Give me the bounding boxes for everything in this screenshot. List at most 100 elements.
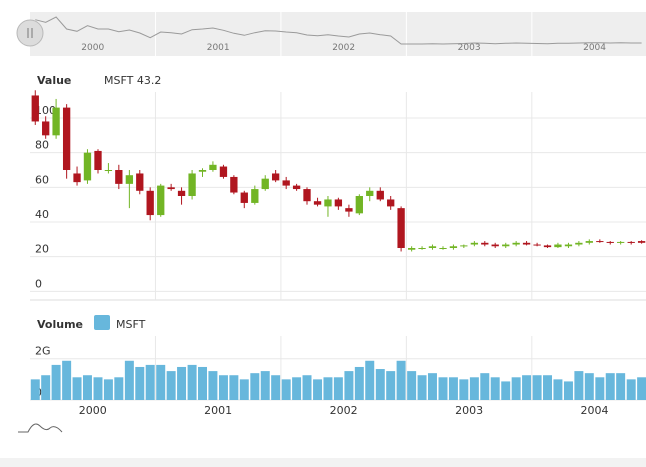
candle-body xyxy=(627,241,635,243)
candle-body xyxy=(334,199,343,207)
candle-body xyxy=(31,95,39,122)
volume-bar xyxy=(448,377,458,400)
volume-bar xyxy=(166,371,176,400)
volume-bar xyxy=(292,377,302,400)
candle-body xyxy=(167,187,175,190)
candle-body xyxy=(313,201,322,205)
footer xyxy=(0,458,646,467)
candle-body xyxy=(512,242,520,245)
volume-bar xyxy=(354,366,364,400)
navigator-label: 2002 xyxy=(332,43,355,53)
candle-body xyxy=(52,107,60,136)
navigator: 2000 2001 2002 2003 2004 xyxy=(35,12,642,56)
navigator-label: 2001 xyxy=(207,43,230,53)
volume-bar xyxy=(93,377,103,400)
candle-body xyxy=(94,150,102,170)
y-tick-label: 60 xyxy=(35,173,49,186)
volume-bar xyxy=(469,377,479,400)
candle-body xyxy=(376,190,384,200)
volume-bar xyxy=(563,381,573,400)
y-tick-label: 0 xyxy=(35,277,42,290)
x-tick-label: 2003 xyxy=(455,404,483,417)
volume-bar xyxy=(208,371,218,400)
x-tick-label: 2002 xyxy=(330,404,358,417)
candle-body xyxy=(240,192,248,203)
volume-bar xyxy=(156,364,166,400)
candle-body xyxy=(198,170,207,172)
volume-bar xyxy=(177,366,187,400)
volume-bar xyxy=(396,360,406,400)
candle-body xyxy=(345,208,353,212)
volume-bar xyxy=(407,371,417,400)
candle-body xyxy=(219,166,228,177)
candle-body xyxy=(543,245,552,248)
candle-body xyxy=(83,152,92,181)
candle-body xyxy=(397,208,405,248)
volume-bar xyxy=(250,373,260,400)
candle-body xyxy=(522,242,531,245)
x-tick-label: 2004 xyxy=(581,404,609,417)
candle-body xyxy=(157,185,165,216)
volume-bar xyxy=(281,379,291,400)
candle-body xyxy=(188,173,196,196)
candle-body xyxy=(418,248,426,249)
volume-bar xyxy=(333,377,343,400)
candle-body xyxy=(355,196,363,214)
volume-bar xyxy=(637,377,646,400)
volume-bar xyxy=(501,381,511,400)
candle-body xyxy=(125,175,134,184)
volume-bar xyxy=(51,364,61,400)
volume-bar xyxy=(532,375,542,400)
volume-bar xyxy=(145,364,155,400)
volume-bar xyxy=(584,373,594,400)
volume-bar xyxy=(198,366,208,400)
y-tick-label: 100 xyxy=(35,104,56,117)
volume-bar xyxy=(239,379,249,400)
candle-body xyxy=(230,176,238,193)
panel-title: Value xyxy=(37,74,71,87)
volume-bar xyxy=(271,375,281,400)
volume-bar xyxy=(386,371,396,400)
candle-body xyxy=(303,189,311,202)
navigator-label: 2004 xyxy=(583,43,606,53)
navigator-label: 2003 xyxy=(458,43,481,53)
panel-title: Volume xyxy=(37,318,83,331)
volume-bar xyxy=(72,377,82,400)
candle-body xyxy=(282,180,290,186)
candle-body xyxy=(481,242,489,245)
candle-body xyxy=(502,244,510,247)
candle-body xyxy=(209,164,217,170)
legend-swatch[interactable] xyxy=(94,315,110,330)
volume-bar xyxy=(522,375,532,400)
volume-bar xyxy=(82,375,92,400)
candle-body xyxy=(261,178,269,190)
volume-bar xyxy=(375,369,385,400)
volume-bar xyxy=(344,371,354,400)
candle-body xyxy=(554,244,562,248)
navigator-background xyxy=(30,12,646,56)
volume-bar xyxy=(417,375,427,400)
volume-bar xyxy=(103,379,113,400)
navigator-handle[interactable] xyxy=(16,19,44,47)
candle-body xyxy=(575,242,583,245)
volume-bar xyxy=(553,379,563,400)
volume-bar xyxy=(114,377,124,400)
legend-label[interactable]: MSFT xyxy=(116,318,146,331)
candle-body xyxy=(251,189,259,203)
volume-bar xyxy=(229,375,239,400)
candle-body xyxy=(606,241,614,243)
candle-body xyxy=(460,245,468,247)
candle-body xyxy=(271,173,280,181)
chart-icon[interactable] xyxy=(18,423,63,433)
volume-bar xyxy=(124,360,134,400)
volume-bar xyxy=(459,379,469,400)
volume-bar xyxy=(218,375,228,400)
candle-body xyxy=(62,107,71,170)
candle-body xyxy=(73,173,81,183)
volume-bar xyxy=(480,373,490,400)
navigator-label: 2000 xyxy=(81,43,104,53)
candle-body xyxy=(491,244,499,247)
volume-bar xyxy=(365,360,375,400)
